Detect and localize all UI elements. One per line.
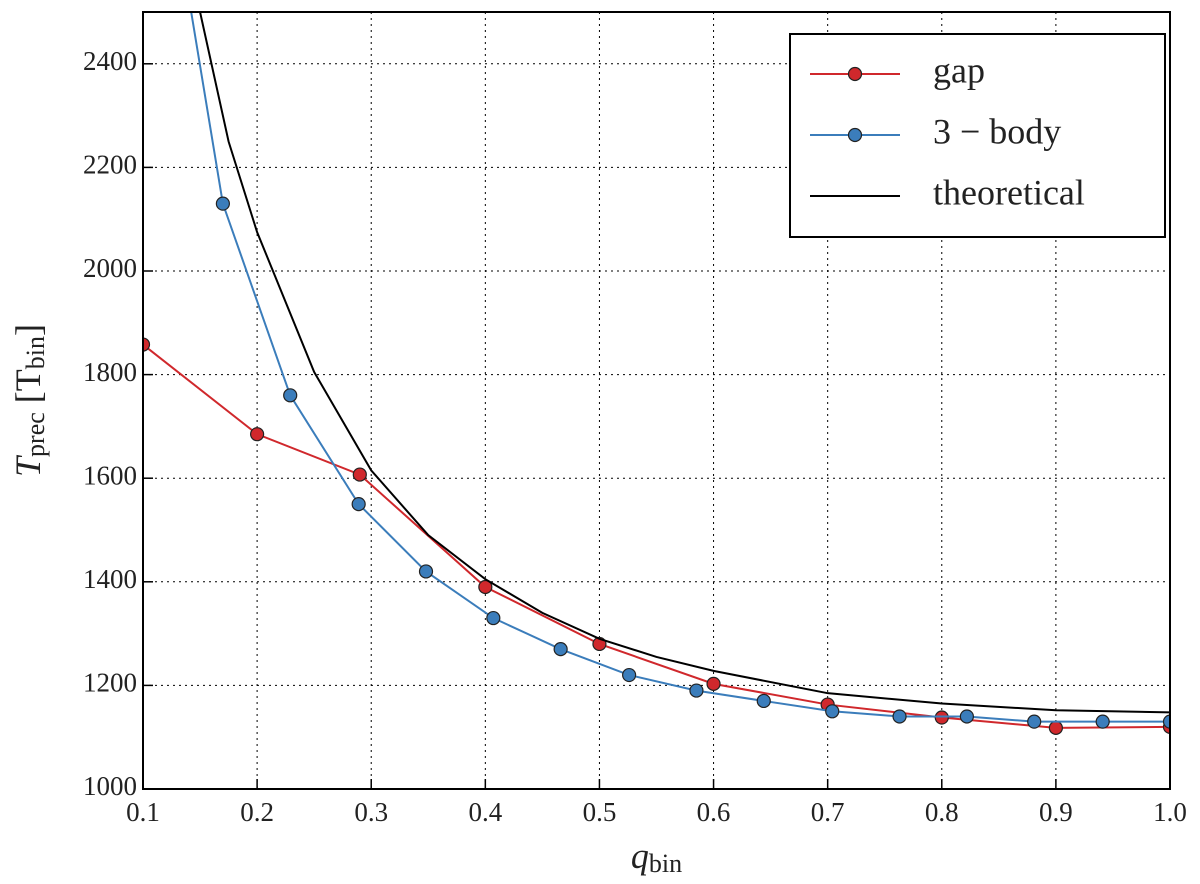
series-line: [143, 343, 1170, 729]
x-tick-label: 0.5: [583, 797, 617, 827]
marker: [418, 564, 434, 579]
legend-label: 3 − body: [933, 111, 1061, 151]
marker: [689, 683, 704, 698]
x-tick-label: 0.7: [811, 797, 845, 827]
y-tick-label: 1800: [83, 357, 137, 387]
label-subscript: bin: [649, 849, 682, 878]
marker: [215, 196, 230, 211]
marker: [1027, 714, 1042, 729]
marker: [706, 676, 721, 691]
y-tick-label: 2400: [83, 46, 137, 76]
label-part: q: [631, 836, 649, 876]
marker: [934, 710, 949, 725]
y-tick-label: 1400: [83, 564, 137, 594]
y-tick-label: 1200: [83, 668, 137, 698]
legend-marker: [847, 127, 863, 143]
legend: gap 3 − body theoretical: [789, 33, 1166, 238]
marker: [478, 579, 493, 595]
y-tick-label: 2000: [83, 253, 137, 283]
label-subscript: bin: [21, 336, 50, 369]
label-part: ]: [8, 324, 48, 336]
x-tick-label: 0.3: [354, 797, 388, 827]
marker: [143, 337, 151, 352]
y-axis-label: Tprec [Tbin]: [8, 324, 50, 477]
marker: [351, 497, 366, 512]
marker: [959, 709, 974, 724]
marker: [892, 709, 907, 724]
legend-marker: [847, 66, 863, 82]
y-tick-label: 1600: [83, 460, 137, 490]
y-tick-label: 1000: [83, 771, 137, 801]
marker: [756, 693, 771, 709]
x-tick-label: 0.1: [126, 797, 160, 827]
x-tick-label: 1.0: [1153, 797, 1187, 827]
marker: [486, 610, 501, 626]
marker: [553, 642, 568, 657]
marker: [250, 427, 265, 442]
marker: [622, 667, 637, 683]
x-tick-label: 0.6: [697, 797, 731, 827]
ticks: 0.1 0.2 0.3 0.4 0.5 0.6 0.7 0.8 0.9 1.0 1000 1200 14…: [8, 46, 1187, 878]
marker: [352, 467, 367, 482]
label-subscript: prec: [21, 412, 50, 457]
marker: [1162, 714, 1170, 729]
legend-label: theoretical: [933, 172, 1085, 212]
plot-area: [143, 12, 1170, 735]
x-tick-label: 0.8: [925, 797, 959, 827]
y-tick-label: 2200: [83, 150, 137, 180]
x-axis-label: qbin: [631, 836, 682, 878]
label-part: T: [8, 454, 48, 477]
x-tick-label: 0.9: [1039, 797, 1073, 827]
label-part: [T: [8, 369, 48, 412]
marker: [283, 388, 298, 403]
legend-label: gap: [933, 50, 985, 90]
x-tick-label: 0.4: [468, 797, 502, 827]
series-line: [190, 12, 1170, 723]
x-tick-label: 0.2: [240, 797, 274, 827]
marker: [1095, 714, 1110, 729]
series-line: [199, 12, 1170, 714]
marker: [1048, 720, 1063, 735]
axes-frame: [142, 11, 1171, 790]
marker: [825, 704, 840, 719]
